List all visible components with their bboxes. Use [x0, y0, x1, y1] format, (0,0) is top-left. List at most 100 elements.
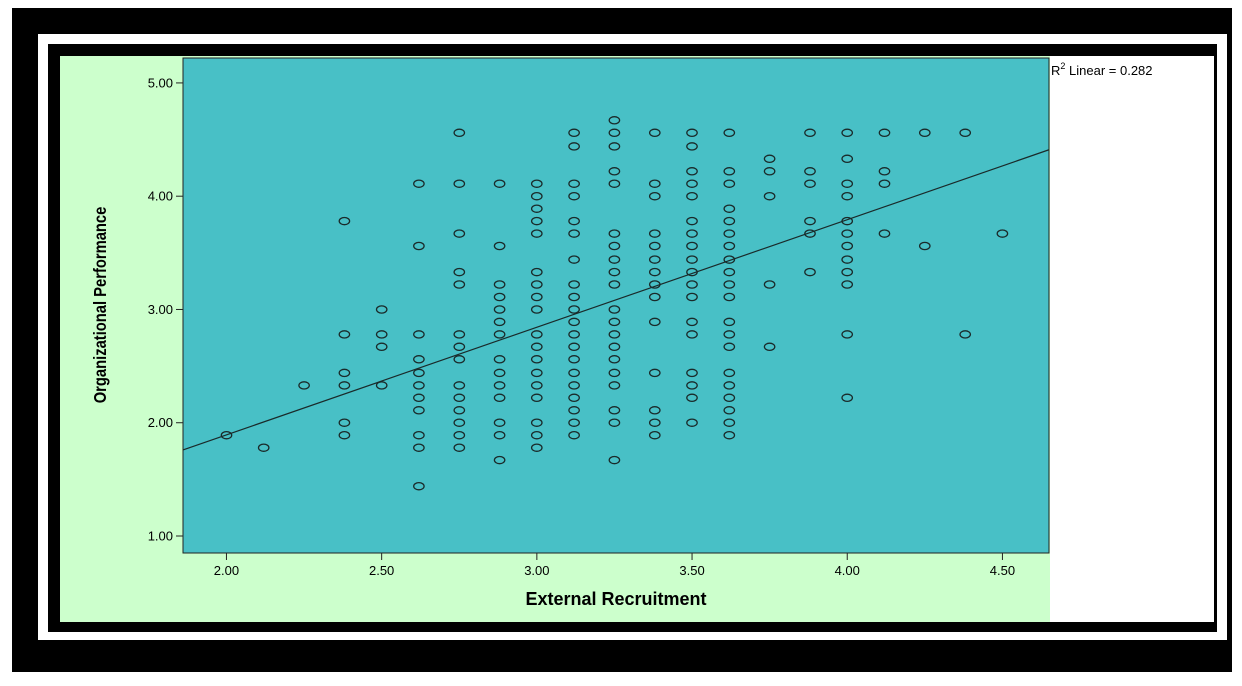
data-point: [568, 305, 580, 314]
data-point: [608, 116, 621, 125]
data-point: [453, 443, 466, 452]
data-point: [608, 368, 621, 378]
data-point: [686, 317, 698, 327]
data-point: [530, 280, 543, 289]
data-point: [568, 255, 580, 264]
data-point: [530, 267, 543, 277]
data-point: [648, 430, 661, 440]
x-tick-label: 4.00: [835, 563, 860, 578]
data-point: [568, 418, 580, 427]
r-squared-annotation: R2 Linear = 0.282: [1051, 61, 1153, 78]
data-point: [530, 330, 543, 339]
data-point: [648, 267, 661, 277]
data-point: [568, 128, 580, 138]
data-point: [568, 393, 580, 403]
data-point: [959, 330, 972, 339]
data-point: [878, 167, 891, 176]
data-point: [493, 355, 506, 364]
data-point: [841, 393, 854, 403]
data-point: [608, 406, 621, 415]
data-point: [453, 280, 466, 289]
data-point: [878, 229, 891, 238]
data-point: [493, 368, 506, 378]
x-tick-label: 3.50: [679, 563, 704, 578]
data-point: [608, 355, 621, 364]
data-point: [841, 128, 854, 138]
data-point: [453, 128, 466, 138]
data-point: [568, 216, 580, 226]
data-point: [608, 229, 621, 238]
data-point: [723, 292, 736, 302]
data-point: [841, 255, 854, 264]
data-point: [878, 179, 891, 188]
data-point: [686, 142, 698, 151]
data-point: [723, 406, 736, 415]
data-point: [493, 317, 506, 327]
data-point: [723, 241, 736, 251]
data-point: [338, 330, 351, 339]
data-point: [530, 393, 543, 403]
data-point: [530, 418, 543, 427]
data-point: [493, 292, 506, 302]
data-point: [608, 330, 621, 339]
data-point: [648, 191, 661, 201]
data-point: [723, 167, 736, 176]
data-point: [220, 430, 233, 440]
data-point: [918, 241, 931, 251]
data-point: [608, 418, 621, 427]
data-point: [841, 216, 854, 226]
x-tick-label: 2.00: [214, 563, 239, 578]
data-point: [648, 406, 661, 415]
data-point: [530, 355, 543, 364]
data-point: [568, 292, 580, 302]
data-point: [493, 393, 506, 403]
r-squared-base: R: [1051, 63, 1060, 78]
data-point: [530, 204, 543, 213]
data-point: [493, 381, 506, 390]
data-point: [723, 430, 736, 440]
data-point: [878, 128, 891, 138]
data-point: [530, 443, 543, 452]
data-point: [723, 393, 736, 403]
data-point: [996, 229, 1009, 238]
data-point: [608, 128, 621, 138]
data-point: [530, 368, 543, 378]
data-point: [723, 418, 736, 427]
data-point: [338, 216, 351, 226]
data-point: [413, 381, 425, 390]
data-point: [453, 406, 466, 415]
data-point: [530, 381, 543, 390]
data-point: [959, 128, 972, 138]
data-point: [338, 418, 351, 427]
data-point: [375, 305, 388, 314]
data-point: [453, 355, 466, 364]
data-point: [530, 191, 543, 201]
data-point: [608, 381, 621, 390]
data-point: [763, 167, 776, 176]
data-point: [493, 280, 506, 289]
x-tick-label: 2.50: [369, 563, 394, 578]
data-point: [723, 179, 736, 188]
data-point: [568, 430, 580, 440]
data-point: [413, 368, 425, 378]
y-tick-label: 3.00: [148, 302, 173, 317]
data-point: [763, 154, 776, 164]
data-point: [413, 179, 425, 188]
data-point: [723, 368, 736, 378]
data-point: [493, 305, 506, 314]
data-point: [493, 179, 506, 188]
data-point: [686, 128, 698, 138]
data-point: [568, 355, 580, 364]
data-point: [413, 481, 425, 491]
data-point: [608, 267, 621, 277]
data-point: [686, 280, 698, 289]
y-tick-label: 4.00: [148, 189, 173, 204]
data-point: [413, 393, 425, 403]
data-point: [763, 342, 776, 352]
data-point: [686, 191, 698, 201]
data-point: [804, 267, 816, 277]
data-point: [686, 418, 698, 427]
data-point: [648, 418, 661, 427]
data-point: [568, 406, 580, 415]
data-point: [723, 280, 736, 289]
